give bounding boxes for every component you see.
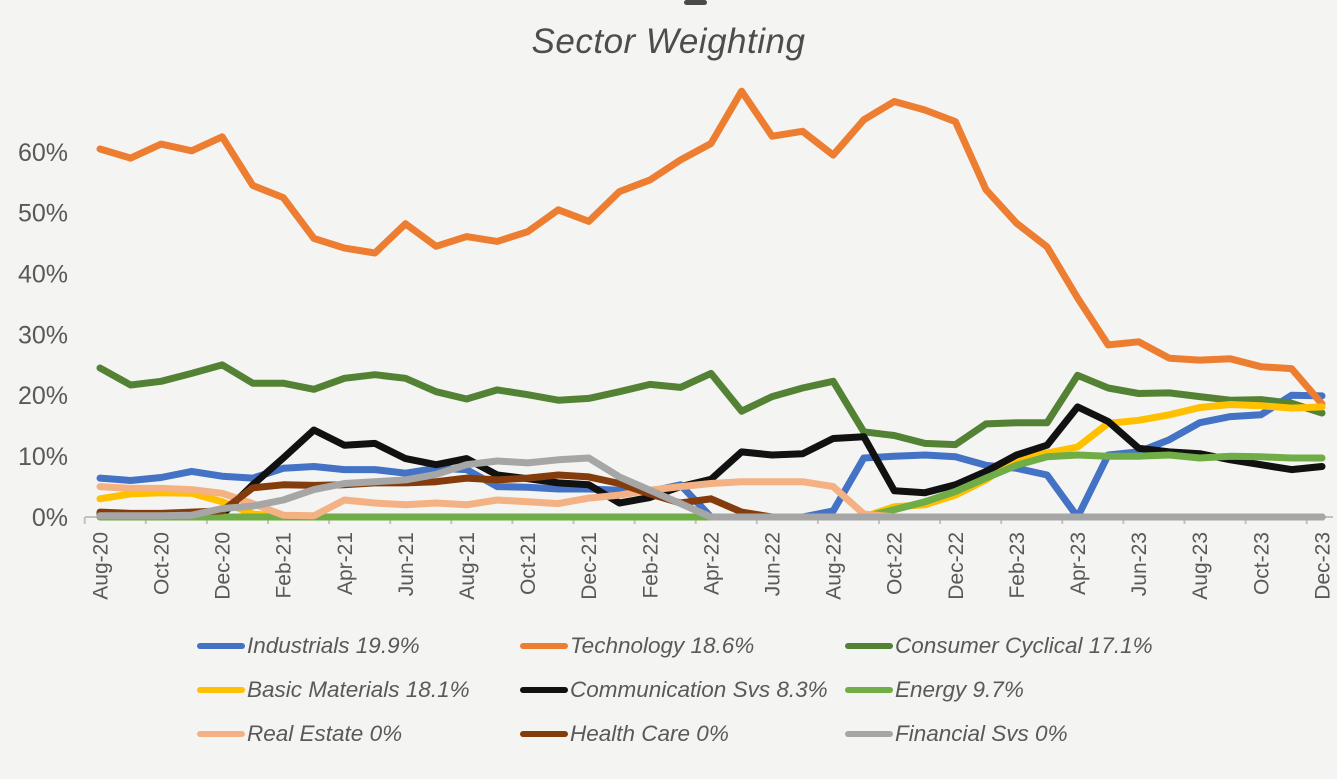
x-tick-label: Feb-22 [639,532,662,599]
x-tick-label: Oct-20 [150,532,173,595]
x-tick-label: Aug-23 [1189,532,1212,600]
x-tick-label: Oct-21 [517,532,540,595]
series-line-communication-svs [96,403,1326,519]
legend-label: Consumer Cyclical 17.1% [895,633,1153,658]
legend-swatch [845,686,893,694]
y-tick-label: 20% [18,382,68,410]
legend-label: Basic Materials 18.1% [247,677,470,702]
x-tick-label: Oct-22 [884,532,907,595]
chart-title: Sector Weighting [531,22,806,61]
legend: Industrials 19.9% Technology 18.6% Consume… [197,631,1297,749]
y-tick-label: 0% [32,504,68,532]
legend-label: Real Estate 0% [247,721,403,746]
legend-item-basic-materials[interactable]: Basic Materials 18.1% [197,675,520,705]
x-tick-label: Apr-22 [700,532,723,595]
series-line-consumer-cyclical [96,361,1326,449]
x-tick-label: Oct-23 [1250,532,1273,595]
y-tick-label: 10% [18,443,68,471]
x-tick-label: Aug-22 [823,532,846,600]
x-tick-label: Aug-21 [456,532,479,600]
window-artifact-dash [684,0,707,5]
legend-item-communication-svs[interactable]: Communication Svs 8.3% [520,675,845,705]
legend-item-consumer-cyclical[interactable]: Consumer Cyclical 17.1% [845,631,1245,661]
legend-swatch [520,642,568,650]
legend-swatch [197,686,245,694]
legend-label: Technology 18.6% [570,633,755,658]
x-tick-label: Dec-20 [212,532,235,600]
legend-swatch [197,730,245,738]
x-tick-label: Feb-21 [273,532,296,599]
x-tick-label: Jun-23 [1128,532,1151,596]
legend-label: Industrials 19.9% [247,633,420,658]
series-line-technology [96,87,1326,408]
y-tick-label: 40% [18,260,68,288]
y-tick-label: 30% [18,321,68,349]
x-tick-label: Dec-22 [945,532,968,600]
legend-item-financial-svs[interactable]: Financial Svs 0% [845,719,1245,749]
legend-swatch [197,642,245,650]
line-chart: 0% 10% 20% 30% 40% 50% 60% Aug-20 Oct-20 Dec-20 Fe… [18,87,1334,600]
legend-label: Health Care 0% [570,721,729,746]
y-tick-label: 50% [18,200,68,228]
legend-item-energy[interactable]: Energy 9.7% [845,675,1245,705]
legend-swatch [520,686,568,694]
legend-item-health-care[interactable]: Health Care 0% [520,719,845,749]
legend-swatch [845,642,893,650]
x-tick-label: Apr-21 [334,532,357,595]
legend-item-real-estate[interactable]: Real Estate 0% [197,719,520,749]
legend-swatch [845,730,893,738]
legend-label: Energy 9.7% [895,677,1024,702]
x-tick-label: Apr-23 [1067,532,1090,595]
x-tick-label: Jun-21 [395,532,418,596]
legend-label: Communication Svs 8.3% [570,677,828,702]
series-line-financial-svs [96,454,1326,521]
x-tick-label: Jun-22 [761,532,784,596]
legend-item-technology[interactable]: Technology 18.6% [520,631,845,661]
x-tick-label: Dec-23 [1311,532,1334,600]
y-tick-label: 60% [18,139,68,167]
x-tick-label: Feb-23 [1006,532,1029,599]
x-tick-label: Dec-21 [578,532,601,600]
x-tick-label: Aug-20 [89,532,112,600]
legend-label: Financial Svs 0% [895,721,1068,746]
legend-item-industrials[interactable]: Industrials 19.9% [197,631,520,661]
legend-swatch [520,730,568,738]
